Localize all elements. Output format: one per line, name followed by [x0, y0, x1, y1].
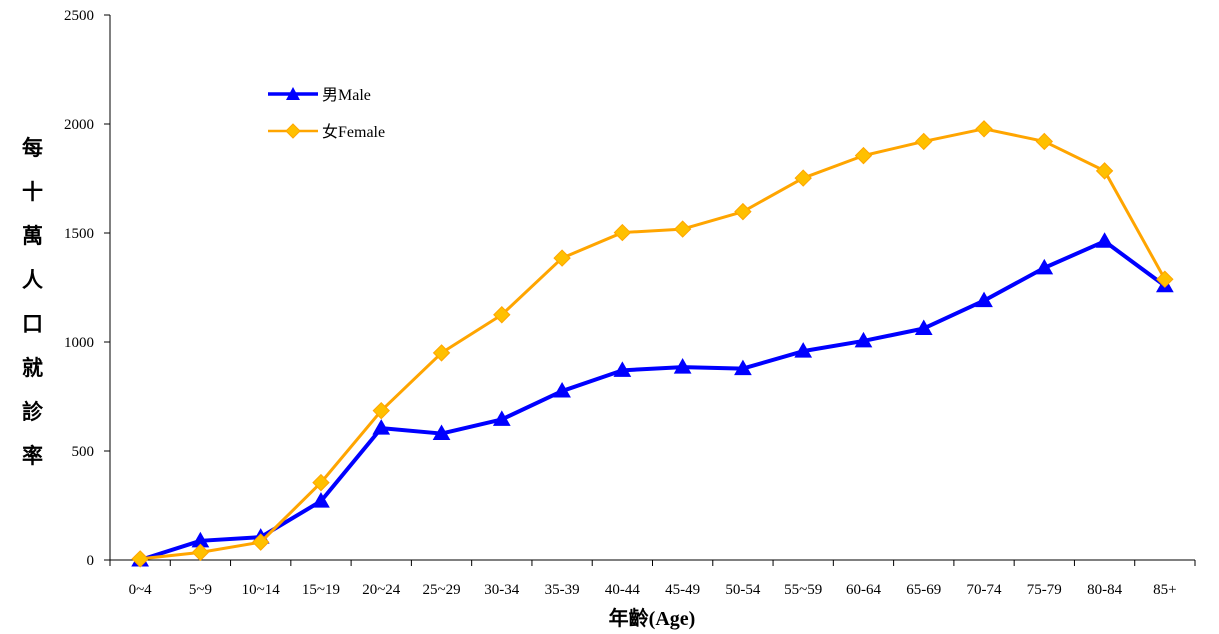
x-tick-label: 45-49 — [665, 582, 700, 598]
y-tick-label: 0 — [87, 553, 95, 569]
data-point — [794, 169, 812, 187]
data-point — [915, 132, 933, 151]
x-tick-label: 20~24 — [362, 582, 401, 598]
data-point — [432, 344, 451, 362]
data-point — [372, 401, 390, 420]
legend-label-female: 女Female — [322, 122, 385, 141]
x-tick-label: 30-34 — [484, 582, 519, 598]
series-line — [139, 239, 1167, 562]
data-point — [1095, 232, 1114, 248]
x-tick-label: 0~4 — [129, 582, 153, 598]
y-tick-label: 2000 — [64, 117, 94, 133]
data-point — [854, 331, 873, 348]
x-tick-label: 70-74 — [967, 582, 1002, 598]
data-point — [372, 419, 391, 435]
data-point — [312, 492, 330, 508]
data-point — [734, 359, 752, 376]
x-tick-label: 10~14 — [242, 582, 281, 598]
data-point — [131, 550, 149, 568]
x-tick-label: 50-54 — [725, 582, 760, 598]
series-line — [139, 127, 1167, 561]
series-layer — [131, 120, 1174, 568]
x-axis-title: 年齡(Age) — [609, 606, 696, 630]
x-tick-label: 55~59 — [784, 582, 822, 598]
x-tick-label: 15~19 — [302, 582, 340, 598]
y-tick-label: 1000 — [64, 335, 94, 351]
data-point — [794, 342, 813, 358]
chart-axes — [109, 15, 1195, 561]
x-tick-label: 35-39 — [545, 582, 580, 598]
legend-label-male: 男Male — [322, 87, 371, 104]
y-tick-label: 2500 — [64, 8, 94, 24]
data-point — [553, 382, 571, 398]
series-female — [131, 120, 1174, 568]
data-point — [251, 533, 270, 551]
data-point — [673, 358, 692, 374]
legend-item-male: 男Male — [268, 87, 371, 104]
data-point — [492, 410, 511, 426]
x-tick-label: 80-84 — [1087, 582, 1122, 598]
legend-item-female: 女Female — [268, 122, 385, 141]
data-point — [673, 220, 692, 238]
data-point — [493, 306, 511, 324]
data-point — [975, 291, 993, 308]
data-point — [312, 473, 330, 492]
legend: 男Male 女Female — [268, 87, 385, 141]
x-tick-label: 85+ — [1153, 582, 1176, 598]
y-tick-label: 500 — [72, 444, 95, 460]
data-point — [191, 543, 210, 562]
x-tick-label: 25~29 — [422, 582, 460, 598]
legend-marker-female — [285, 123, 301, 139]
data-point — [914, 319, 933, 335]
x-tick-label: 65-69 — [906, 582, 941, 598]
data-point — [613, 361, 632, 377]
legend-marker-male — [286, 87, 300, 100]
x-ticks: 0~4 5~9 10~14 15~19 20~24 25~29 30-34 35-39 40-4… — [109, 560, 1196, 598]
data-point — [1035, 132, 1054, 151]
data-point — [854, 146, 873, 165]
y-tick-label: 1500 — [64, 226, 94, 242]
y-ticks: 0 500 1000 1500 2000 2500 — [64, 8, 110, 569]
x-tick-label: 5~9 — [189, 582, 212, 598]
data-point — [613, 223, 632, 242]
data-point — [1095, 162, 1114, 180]
x-tick-label: 75-79 — [1027, 582, 1062, 598]
data-point — [1035, 258, 1054, 275]
data-point — [432, 424, 451, 441]
x-tick-label: 40-44 — [605, 582, 640, 598]
data-point — [1156, 270, 1174, 288]
x-tick-label: 60-64 — [846, 582, 881, 598]
data-point — [553, 249, 571, 267]
y-axis-title: 每十萬人口就診率 — [22, 135, 44, 468]
data-point — [975, 120, 993, 138]
data-point — [734, 202, 752, 221]
